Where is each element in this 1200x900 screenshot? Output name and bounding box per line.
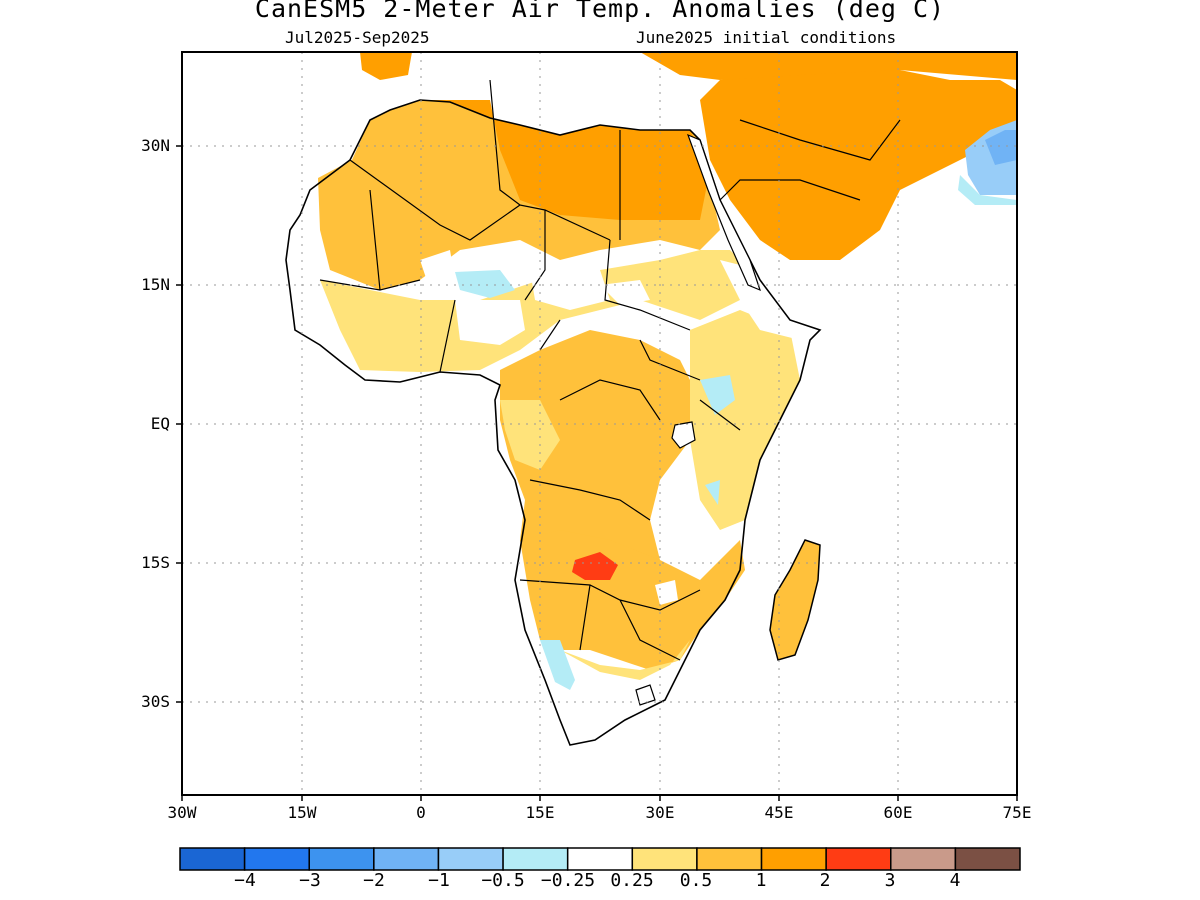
anomaly-neutral-chad bbox=[530, 270, 610, 310]
lon-label-30w: 30W bbox=[167, 803, 197, 822]
lesotho bbox=[635, 684, 656, 706]
colorbar-swatch bbox=[179, 847, 246, 871]
graticule bbox=[182, 52, 1017, 795]
anomaly-hotspot-zambia bbox=[572, 552, 618, 580]
lon-label-0: 0 bbox=[416, 803, 426, 822]
anomaly-south-light bbox=[560, 640, 690, 680]
lat-label-15s: 15S bbox=[141, 553, 170, 572]
colorbar-swatch bbox=[954, 847, 1021, 871]
colorbar bbox=[179, 847, 1021, 871]
colorbar-swatch bbox=[437, 847, 504, 871]
colorbar-label: 2 bbox=[819, 870, 831, 891]
anomaly-europe bbox=[640, 52, 1017, 80]
colorbar-label: −4 bbox=[234, 870, 256, 891]
lon-label-30e: 30E bbox=[645, 803, 675, 822]
anomaly-neutral-zimbabwe bbox=[655, 580, 678, 605]
forecast-period: Jul2025-Sep2025 bbox=[285, 28, 430, 47]
colorbar-swatch bbox=[373, 847, 440, 871]
colorbar-label: 0.25 bbox=[610, 870, 654, 891]
country-borders bbox=[319, 79, 901, 661]
colorbar-swatch bbox=[825, 847, 892, 871]
colorbar-label: 1 bbox=[755, 870, 767, 891]
colorbar-label: −2 bbox=[363, 870, 385, 891]
anomaly-congo-light bbox=[500, 400, 560, 470]
lat-label-eq: EQ bbox=[150, 414, 170, 433]
anomaly-neutral-horn bbox=[720, 260, 800, 340]
anomaly-europe-west bbox=[360, 52, 412, 80]
anomaly-cool-kenya bbox=[700, 375, 735, 415]
anomaly-cool-tanzania bbox=[705, 480, 720, 505]
colorbar-label: 3 bbox=[884, 870, 896, 891]
africa-coastline bbox=[285, 99, 822, 746]
lake-victoria bbox=[671, 421, 696, 449]
lon-label-15e: 15E bbox=[525, 803, 555, 822]
anomaly-neutral-sudan bbox=[600, 280, 650, 305]
anomaly-cool-india-deep bbox=[985, 130, 1017, 165]
colorbar-swatch bbox=[243, 847, 310, 871]
lon-label-60e: 60E bbox=[883, 803, 913, 822]
anomaly-east-africa bbox=[690, 310, 800, 530]
red-sea bbox=[686, 133, 761, 292]
colorbar-swatch bbox=[566, 847, 634, 871]
lon-label-15w: 15W bbox=[287, 803, 317, 822]
anomaly-cool-namibia bbox=[540, 640, 575, 690]
anomaly-cool-niger bbox=[455, 270, 515, 298]
colorbar-swatch bbox=[631, 847, 698, 871]
colorbar-label: 4 bbox=[949, 870, 961, 891]
lat-label-15n: 15N bbox=[141, 275, 170, 294]
anomaly-neutral-west bbox=[420, 250, 455, 290]
colorbar-swatch bbox=[696, 847, 763, 871]
colorbar-swatch bbox=[502, 847, 569, 871]
colorbar-label: 0.5 bbox=[679, 870, 713, 891]
colorbar-label: −0.5 bbox=[481, 870, 525, 891]
map-field bbox=[285, 52, 1017, 746]
lat-label-30n: 30N bbox=[141, 136, 170, 155]
madagascar-anomaly bbox=[769, 539, 821, 661]
colorbar-swatch bbox=[890, 847, 957, 871]
anomaly-sahel bbox=[320, 250, 760, 372]
lat-label-30s: 30S bbox=[141, 692, 170, 711]
anomaly-neutral-mali bbox=[455, 300, 525, 345]
lon-label-75e: 75E bbox=[1002, 803, 1032, 822]
initial-conditions: June2025 initial conditions bbox=[636, 28, 897, 47]
colorbar-swatch bbox=[308, 847, 375, 871]
lon-label-45e: 45E bbox=[764, 803, 794, 822]
anomaly-cool-india-light bbox=[958, 175, 1017, 205]
colorbar-label: −0.25 bbox=[540, 870, 596, 891]
axis-ticks bbox=[176, 145, 1018, 801]
colorbar-swatch bbox=[760, 847, 827, 871]
map-title: CanESM5 2-Meter Air Temp. Anomalies (deg… bbox=[254, 0, 946, 23]
colorbar-label: −1 bbox=[428, 870, 450, 891]
colorbar-label: −3 bbox=[299, 870, 321, 891]
